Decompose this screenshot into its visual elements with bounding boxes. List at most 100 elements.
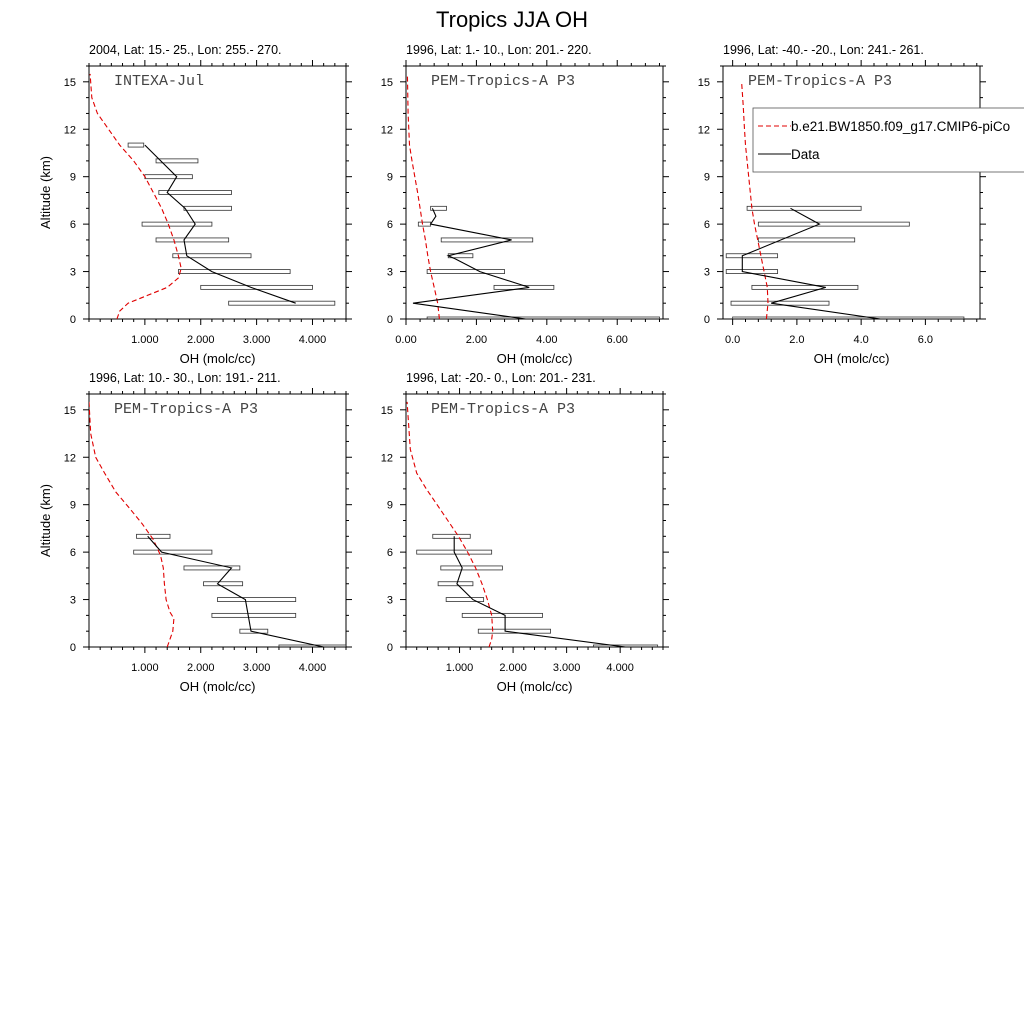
- data-line: [453, 536, 626, 647]
- x-tick-label: 6.00: [607, 334, 628, 346]
- range-bar: [430, 205, 447, 211]
- legend-data-label: Data: [791, 147, 820, 162]
- y-tick-label: 0: [387, 314, 393, 326]
- figure-title: Tropics JJA OH: [436, 7, 588, 32]
- y-tick-label: 9: [387, 172, 393, 184]
- range-bar: [217, 597, 297, 602]
- range-bar: [592, 644, 659, 647]
- model-line: [406, 401, 494, 647]
- panel-title: 1996, Lat: 1.- 10., Lon: 201.- 220.: [406, 43, 592, 57]
- y-tick-label: 15: [64, 77, 76, 89]
- x-tick-label: 6.0: [918, 334, 933, 346]
- x-tick-label: 2.00: [466, 334, 487, 346]
- range-bar: [228, 300, 336, 306]
- range-bar: [440, 237, 534, 243]
- x-axis-label: OH (molc/cc): [814, 351, 890, 366]
- y-tick-label: 6: [387, 219, 393, 231]
- range-bar: [239, 628, 269, 634]
- legend: b.e21.BW1850.f09_g17.CMIP6-piCo Data: [752, 107, 1024, 173]
- y-tick-label: 6: [387, 547, 393, 559]
- panel-title: 2004, Lat: 15.- 25., Lon: 255.- 270.: [89, 43, 282, 57]
- range-bar: [177, 269, 291, 274]
- campaign-label: PEM-Tropics-A P3: [431, 401, 575, 418]
- y-axis-label: Altitude (km): [38, 156, 53, 229]
- y-tick-label: 12: [381, 452, 393, 464]
- chart-panel-3: 0 3 6 9 12 15 0.0 2.0 4.0 6.0 OH (molc/cc) 1996, La…: [698, 43, 986, 366]
- x-tick-label: 4.000: [299, 662, 327, 674]
- range-bar: [136, 533, 171, 539]
- y-axis-label: Altitude (km): [38, 484, 53, 557]
- x-tick-label: 4.000: [606, 662, 634, 674]
- range-bar: [141, 221, 213, 227]
- chart-panel-2: 0 3 6 9 12 15 0.00 2.00 4.00 6.00 OH (molc/cc) 1996…: [381, 43, 669, 366]
- range-bar: [203, 581, 244, 587]
- range-bar: [732, 316, 965, 319]
- campaign-label: PEM-Tropics-A P3: [748, 73, 892, 90]
- y-tick-label: 6: [70, 219, 76, 231]
- data-line: [147, 535, 324, 647]
- x-tick-label: 4.00: [536, 334, 557, 346]
- x-tick-label: 2.0: [789, 334, 804, 346]
- x-axis-label: OH (molc/cc): [180, 679, 256, 694]
- range-bar: [437, 581, 474, 587]
- y-tick-label: 9: [387, 500, 393, 512]
- y-tick-label: 12: [698, 124, 710, 136]
- legend-model-label: b.e21.BW1850.f09_g17.CMIP6-piCo: [791, 119, 1010, 134]
- model-line: [741, 81, 769, 319]
- range-bar: [127, 142, 145, 148]
- plot-area: [89, 401, 346, 647]
- y-tick-label: 9: [704, 172, 710, 184]
- x-tick-label: 2.000: [499, 662, 527, 674]
- model-line: [89, 401, 175, 647]
- range-bar: [751, 284, 859, 290]
- range-bar: [183, 205, 232, 211]
- x-tick-label: 1.000: [131, 334, 159, 346]
- x-tick-label: 2.000: [187, 334, 215, 346]
- x-tick-label: 1.000: [446, 662, 474, 674]
- range-bar: [757, 237, 856, 243]
- range-bar: [211, 612, 297, 618]
- range-bar: [440, 565, 503, 571]
- plot-area: [406, 401, 659, 647]
- x-tick-label: 4.0: [853, 334, 868, 346]
- y-tick-label: 6: [704, 219, 710, 231]
- y-tick-label: 12: [381, 124, 393, 136]
- plot-area: [406, 73, 660, 319]
- range-bar: [155, 237, 230, 243]
- x-tick-label: 1.000: [131, 662, 159, 674]
- plot-area: [725, 81, 965, 319]
- range-bar: [461, 612, 543, 618]
- range-bar: [426, 269, 505, 274]
- range-bar: [757, 221, 910, 227]
- y-tick-label: 9: [70, 500, 76, 512]
- y-tick-label: 15: [381, 77, 393, 89]
- range-bar: [746, 205, 862, 211]
- y-tick-label: 0: [70, 314, 76, 326]
- y-tick-label: 9: [70, 172, 76, 184]
- data-line: [144, 144, 296, 304]
- campaign-label: PEM-Tropics-A P3: [431, 73, 575, 90]
- panel-title: 1996, Lat: 10.- 30., Lon: 191.- 211.: [89, 371, 281, 385]
- y-tick-label: 3: [387, 267, 393, 279]
- data-line: [412, 208, 530, 319]
- y-tick-label: 12: [64, 124, 76, 136]
- x-tick-label: 3.000: [553, 662, 581, 674]
- y-tick-label: 3: [704, 267, 710, 279]
- x-tick-label: 0.00: [395, 334, 416, 346]
- range-bar: [477, 628, 551, 634]
- y-tick-label: 15: [64, 405, 76, 417]
- campaign-label: PEM-Tropics-A P3: [114, 401, 258, 418]
- range-bar: [432, 533, 471, 539]
- panel-title: 1996, Lat: -40.- -20., Lon: 241.- 261.: [723, 43, 924, 57]
- x-tick-label: 3.000: [243, 662, 271, 674]
- chart-panel-1: 0 3 6 9 12 15 1.000 2.000 3.000 4.000 OH (molc/cc)…: [38, 43, 352, 366]
- range-bar: [155, 158, 199, 164]
- y-tick-label: 3: [387, 595, 393, 607]
- y-tick-label: 6: [70, 547, 76, 559]
- panel-title: 1996, Lat: -20.- 0., Lon: 201.- 231.: [406, 371, 596, 385]
- model-line: [89, 73, 182, 319]
- chart-panel-5: 0 3 6 9 12 15 1.000 2.000 3.000 4.000 OH (molc/cc)…: [381, 371, 669, 694]
- y-tick-label: 3: [70, 595, 76, 607]
